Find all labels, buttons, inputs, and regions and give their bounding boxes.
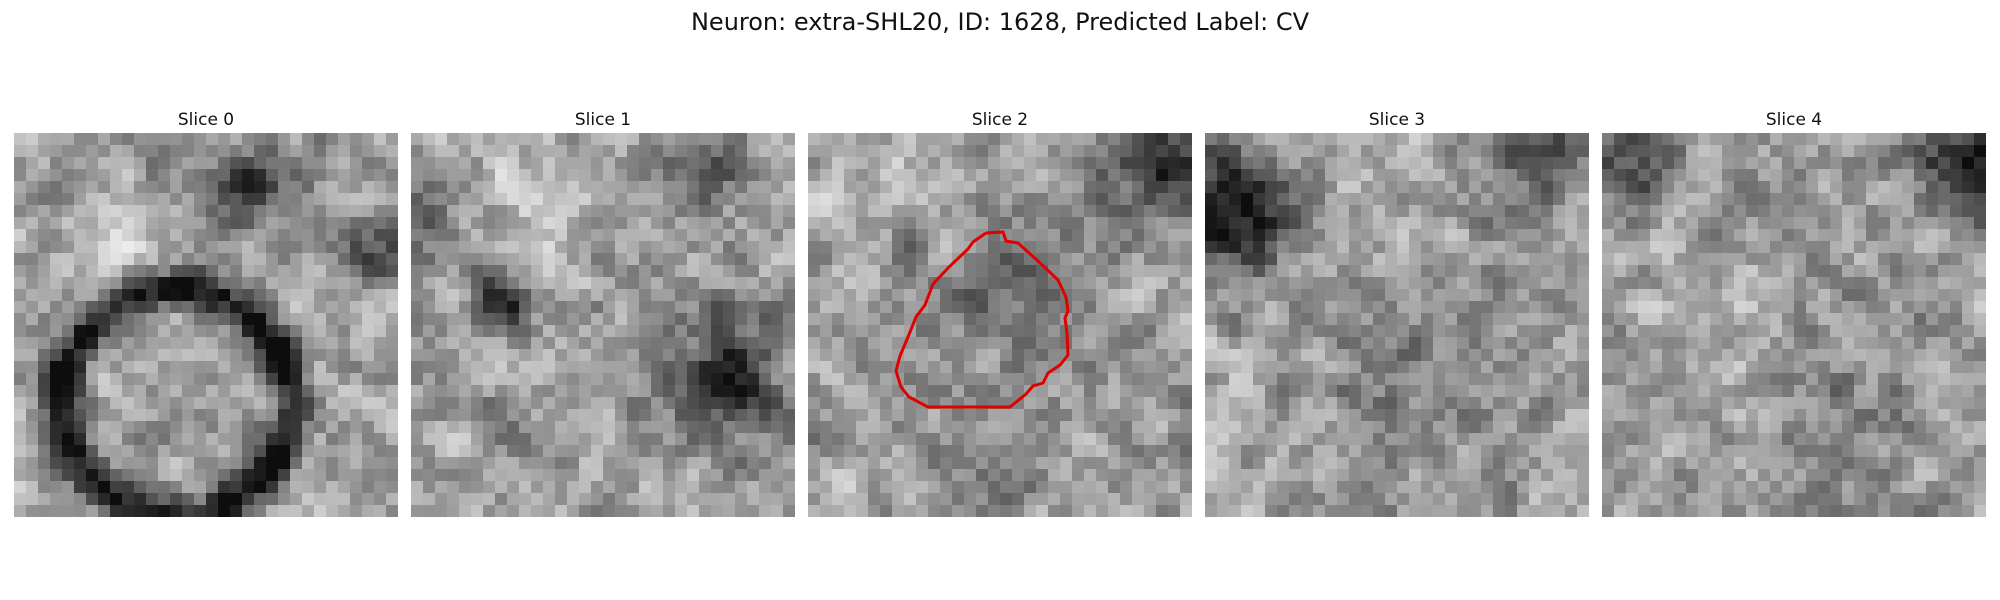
slice-3-pixels: [1205, 133, 1589, 517]
slice-1-image: [411, 133, 795, 517]
slice-1-title: Slice 1: [574, 110, 632, 130]
slice-2-title: Slice 2: [971, 110, 1029, 130]
slice-2-contour-overlay: [894, 230, 1070, 409]
slice-0-image: [14, 133, 398, 517]
figure-title: Neuron: extra-SHL20, ID: 1628, Predicted…: [690, 8, 1310, 36]
slice-3-image: [1205, 133, 1589, 517]
slice-0-pixels: [14, 133, 398, 517]
slice-1-pixels: [411, 133, 795, 517]
slice-2-image: [808, 133, 1192, 517]
slice-4-title: Slice 4: [1765, 110, 1823, 130]
slice-2-pixels: [808, 133, 1192, 517]
slice-4-image: [1602, 133, 1986, 517]
cell-contour: [894, 230, 1070, 409]
slice-3-title: Slice 3: [1368, 110, 1426, 130]
slice-4-pixels: [1602, 133, 1986, 517]
slice-0-title: Slice 0: [177, 110, 235, 130]
